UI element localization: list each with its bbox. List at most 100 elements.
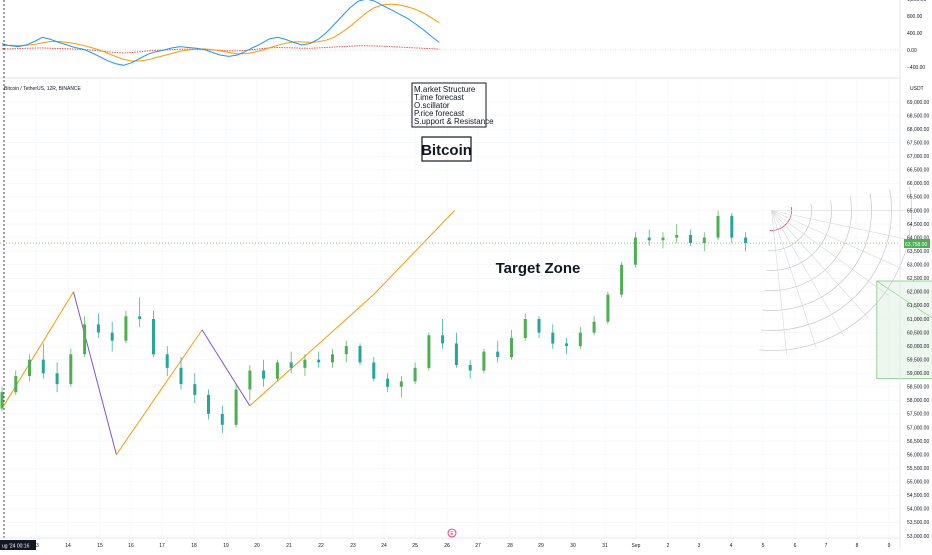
candle-body[interactable] <box>620 264 624 295</box>
time-tick-label: 28 <box>507 543 513 549</box>
time-tick-label: 24 <box>381 543 387 549</box>
candle-body[interactable] <box>55 373 59 385</box>
candle-body[interactable] <box>28 359 31 376</box>
candle-body[interactable] <box>482 351 486 371</box>
candle-body[interactable] <box>551 332 555 344</box>
candle-body[interactable] <box>386 378 390 387</box>
candle-body[interactable] <box>69 354 73 385</box>
candle-body[interactable] <box>41 359 45 374</box>
time-tick-label: 25 <box>412 543 418 549</box>
price-tick-label: 56,000.00 <box>907 452 929 458</box>
price-tick-label: 68,500.00 <box>907 113 929 119</box>
fan-ray <box>771 210 787 355</box>
price-tick-label: 60,500.00 <box>907 330 929 336</box>
price-tick-label: 64,000.00 <box>907 235 929 241</box>
candle-body[interactable] <box>730 215 734 238</box>
candle-body[interactable] <box>689 234 692 243</box>
candle-body[interactable] <box>358 346 362 363</box>
candle-body[interactable] <box>179 367 183 385</box>
candle-body[interactable] <box>675 234 679 238</box>
price-tick-label: 66,500.00 <box>907 168 929 174</box>
price-tick-label: 60,000.00 <box>907 344 929 350</box>
candle-body[interactable] <box>193 384 197 395</box>
candle-body[interactable] <box>702 237 706 243</box>
price-tick-label: 65,500.00 <box>907 195 929 201</box>
symbol-label: Bitcoin / TetherUS, 12R, BINANCE <box>4 86 82 92</box>
candle-body[interactable] <box>441 335 445 344</box>
candle-body[interactable] <box>661 237 665 241</box>
candle-body[interactable] <box>262 370 266 379</box>
candle-body[interactable] <box>207 394 210 414</box>
candle-body[interactable] <box>633 237 637 265</box>
candle-body[interactable] <box>344 346 348 355</box>
candle-body[interactable] <box>592 321 596 333</box>
candle-body[interactable] <box>110 332 114 341</box>
candle-body[interactable] <box>83 324 87 355</box>
candle-body[interactable] <box>220 413 224 425</box>
candle-body[interactable] <box>537 319 541 333</box>
candle-body[interactable] <box>275 362 279 379</box>
time-tick-label: 6 <box>794 543 797 549</box>
price-tick-label: 69,000.00 <box>907 100 929 106</box>
market-structure-segment <box>115 329 203 455</box>
candle-body[interactable] <box>496 351 500 357</box>
candle-body[interactable] <box>716 215 720 238</box>
candle-body[interactable] <box>14 376 18 393</box>
candle-body[interactable] <box>523 319 527 338</box>
candle-body[interactable] <box>427 335 431 368</box>
oscillator-orange-line <box>1 3 440 62</box>
price-tick-label: 62,000.00 <box>907 290 929 296</box>
candle-body[interactable] <box>510 338 513 357</box>
time-tick-label: 31 <box>602 543 608 549</box>
price-pane[interactable] <box>0 0 932 540</box>
candle-body[interactable] <box>165 354 169 368</box>
candle-body[interactable] <box>399 381 403 387</box>
oscillator-tick-label: −400.00 <box>907 65 925 71</box>
fan-ray <box>771 210 914 241</box>
candle-body[interactable] <box>565 343 569 347</box>
oscillator-pane[interactable] <box>0 0 900 66</box>
event-marker[interactable] <box>447 528 457 538</box>
price-axis[interactable]: 69,000.00 68,500.00 68,000.00 67,500.00 67,0… <box>899 0 929 550</box>
market-structure-segment <box>201 329 251 407</box>
candle-body[interactable] <box>96 324 100 333</box>
candle-body[interactable] <box>744 237 748 243</box>
market-structure-segment <box>73 291 117 455</box>
grid <box>0 80 900 538</box>
candle-body[interactable] <box>454 343 458 366</box>
price-tick-label: 55,500.00 <box>907 466 929 472</box>
time-tick-label: 26 <box>444 543 450 549</box>
fan-arc <box>759 186 912 351</box>
candle-body[interactable] <box>234 389 238 425</box>
candle-body[interactable] <box>606 294 610 322</box>
time-axis[interactable]: 13141516171819202122232425262728293031Se… <box>0 537 900 549</box>
candle-body[interactable] <box>138 316 142 319</box>
price-tick-label: 66,000.00 <box>907 181 929 187</box>
candle-body[interactable] <box>0 392 4 409</box>
fan-ray <box>771 210 869 319</box>
title-box <box>421 136 472 162</box>
legend-item-price-forecast: P.rice forecast <box>414 109 465 118</box>
candle-body[interactable] <box>331 354 334 363</box>
candle-body[interactable] <box>647 237 651 241</box>
time-tick-label: 4 <box>730 543 733 549</box>
candle-body[interactable] <box>152 319 155 355</box>
candle-body[interactable] <box>289 362 293 368</box>
oscillator-tick-label: 800.00 <box>907 14 923 20</box>
candle-body[interactable] <box>317 359 321 363</box>
market-structure-segment <box>373 210 455 295</box>
price-tick-label: 54,500.00 <box>907 493 929 499</box>
candle-body[interactable] <box>124 316 128 341</box>
candle-body[interactable] <box>468 365 472 371</box>
time-tick-label: 2 <box>667 543 670 549</box>
price-tick-label: 68,000.00 <box>907 127 929 133</box>
candle-body[interactable] <box>372 362 376 379</box>
candle-body[interactable] <box>578 332 582 347</box>
candle-body[interactable] <box>303 359 307 368</box>
candle-body[interactable] <box>248 370 252 390</box>
candle-body[interactable] <box>413 367 417 382</box>
time-tick-label: 22 <box>318 543 324 549</box>
price-tick-label: 55,000.00 <box>907 480 929 486</box>
time-tick-label: 8 <box>856 543 859 549</box>
